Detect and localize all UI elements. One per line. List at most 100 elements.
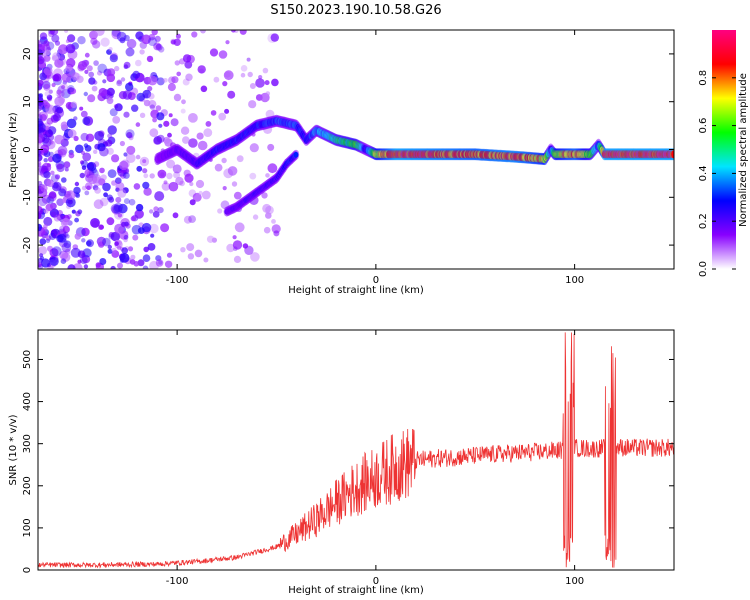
spectrogram-cell bbox=[180, 108, 186, 114]
spectrogram-cell bbox=[70, 101, 78, 109]
spectrogram-cell bbox=[265, 205, 274, 215]
spectrogram-cell bbox=[56, 198, 64, 206]
snr-y-tick-label: 200 bbox=[22, 476, 33, 495]
snr-y-tick-label: 100 bbox=[22, 518, 33, 537]
spectrogram-cell bbox=[80, 160, 89, 168]
spectrogram-cell bbox=[192, 192, 202, 202]
spectrogram-cell bbox=[40, 258, 51, 268]
spectrogram-cell bbox=[233, 191, 242, 200]
spectrogram-cell bbox=[71, 209, 76, 214]
spectrogram-cell bbox=[142, 159, 147, 164]
spectrogram-cell bbox=[122, 90, 132, 100]
spectrogram-cell bbox=[94, 187, 101, 194]
spectrogram-cell bbox=[148, 100, 157, 109]
spectrogram-cell bbox=[98, 87, 108, 97]
spectrogram-cell bbox=[106, 95, 113, 101]
spectrogram-cell bbox=[38, 154, 43, 162]
spectrogram-cell bbox=[38, 246, 47, 255]
spectrogram-cell bbox=[99, 258, 107, 265]
spectrogram-cell bbox=[94, 131, 104, 141]
spectrogram-cell bbox=[82, 117, 91, 125]
spectrogram-cell bbox=[166, 252, 173, 258]
spectrogram-cell bbox=[163, 78, 168, 83]
spectrogram-cell bbox=[195, 179, 205, 189]
spectrogram-cell bbox=[80, 150, 86, 155]
spectrogram-cell bbox=[65, 190, 76, 201]
spectrogram-cell bbox=[109, 108, 118, 117]
spectrogram-cell bbox=[88, 71, 95, 78]
spectrogram-cell bbox=[206, 235, 215, 243]
spectrogram-cell bbox=[135, 122, 141, 127]
spectrogram-cell bbox=[44, 91, 51, 97]
spectrogram-y-ticks: -20 -10 0 10 20 bbox=[22, 48, 674, 253]
spectrogram-cell bbox=[271, 224, 281, 234]
spectrogram-cell bbox=[110, 231, 121, 242]
spectrogram-cell bbox=[236, 155, 244, 163]
spectrogram-cell bbox=[111, 247, 117, 254]
spectrogram-cell bbox=[168, 181, 179, 192]
spectrogram-cells bbox=[38, 30, 674, 269]
colorbar-tick-label: 0.2 bbox=[698, 213, 709, 229]
colorbar-label: Normalized spectral amplitude bbox=[738, 73, 749, 227]
spectrogram-cell bbox=[247, 71, 253, 78]
spectrogram-cell bbox=[56, 234, 64, 243]
spectrogram-cell bbox=[57, 148, 67, 158]
spectrogram-cell bbox=[67, 85, 75, 93]
spectrogram-cell bbox=[38, 56, 45, 65]
spectrogram-cell bbox=[61, 85, 66, 90]
spectrogram-cell bbox=[39, 32, 48, 40]
spectrogram-cell bbox=[131, 104, 139, 112]
spectrogram-cell bbox=[38, 39, 41, 45]
spectrogram-cell bbox=[93, 149, 98, 154]
spectrogram-cell bbox=[147, 243, 156, 251]
spectrogram-cell bbox=[168, 76, 176, 84]
spectrogram-cell bbox=[181, 99, 186, 105]
snr-x-ticks: -100 0 100 bbox=[166, 330, 584, 587]
spectrogram-cell bbox=[179, 180, 185, 187]
spectrogram-cell bbox=[87, 174, 98, 185]
spectrogram-cell bbox=[187, 253, 195, 260]
spectrogram-cell bbox=[38, 149, 42, 156]
spectrogram-cell bbox=[42, 43, 51, 52]
spectrogram-cell bbox=[114, 223, 125, 234]
spectrogram-cell bbox=[71, 72, 80, 81]
spectrogram-cell bbox=[77, 36, 86, 45]
snr-x-tick-label: 100 bbox=[565, 576, 584, 587]
spectrogram-cell bbox=[271, 219, 276, 224]
spectrogram-cell bbox=[93, 80, 98, 85]
spectrogram-cell bbox=[91, 167, 97, 174]
spectrogram-cell bbox=[86, 65, 93, 72]
spectrogram-cell bbox=[48, 232, 57, 241]
spectrogram-cell bbox=[61, 88, 71, 99]
spectrogram-cell bbox=[139, 112, 146, 119]
spectrogram-cell bbox=[139, 49, 145, 55]
spectrogram-cell bbox=[231, 181, 238, 187]
spectrogram-cell bbox=[38, 123, 47, 133]
spectrogram-cell bbox=[170, 118, 179, 127]
spectrogram-cell bbox=[185, 73, 193, 81]
spectrogram-cell bbox=[74, 217, 79, 223]
spectrogram-cell bbox=[42, 137, 50, 144]
spectrogram-cell bbox=[69, 88, 77, 95]
spectrogram-y-axis-title: Frequency (Hz) bbox=[8, 112, 19, 188]
spectrogram-cell bbox=[171, 76, 179, 84]
spectrogram-cell bbox=[50, 174, 59, 183]
spectrogram-cell bbox=[77, 259, 82, 264]
spectrogram-cell bbox=[227, 166, 238, 176]
spectrogram-cell bbox=[161, 182, 171, 191]
spectrogram-cell bbox=[56, 213, 64, 221]
spectrogram-y-tick-label: -10 bbox=[22, 189, 33, 205]
spectrogram-cell bbox=[57, 145, 68, 156]
spectrogram-cell bbox=[41, 162, 52, 173]
spectrogram-cell bbox=[154, 35, 161, 43]
snr-y-tick-label: 400 bbox=[22, 392, 33, 411]
spectrogram-cell bbox=[56, 185, 61, 190]
spectrogram-cell bbox=[126, 38, 137, 49]
spectrogram-cell bbox=[65, 64, 73, 72]
spectrogram-cell bbox=[43, 102, 51, 109]
spectrogram-cell bbox=[86, 185, 91, 191]
spectrogram-cell bbox=[135, 59, 142, 67]
spectrogram-cell bbox=[39, 253, 44, 258]
spectrogram-cell bbox=[128, 198, 136, 206]
spectrogram-cell bbox=[38, 111, 49, 121]
